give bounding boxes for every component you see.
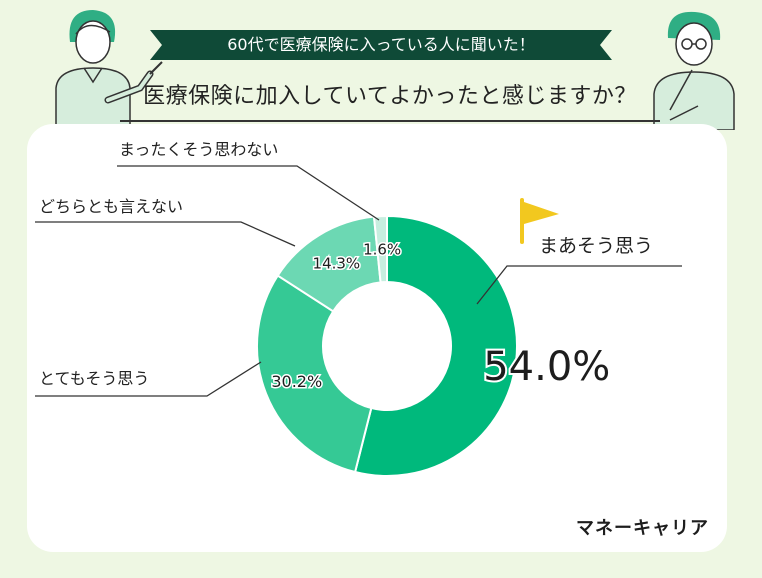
title-underline [120,120,660,122]
value-label-3: 1.6% [363,240,401,258]
value-label-0: 54.0% [483,344,610,390]
flag-icon [520,198,559,244]
donut-slice-3 [372,214,388,284]
donut-slice-0 [353,214,518,477]
leader-line-3 [117,165,380,221]
donut-slice-1 [256,274,373,474]
value-label-2: 14.3% [313,255,361,273]
category-label-0: まあそう思う [539,235,653,257]
leader-line-1 [35,361,262,397]
title-banner [150,30,612,60]
chart-labels: 54.0% まあそう思う 30.2% とてもそう思う 14.3% どちらとも言えない 1.6… [39,140,653,393]
question-title: 医療保険に加入していてよかったと感じますか？ [143,84,637,109]
category-label-2: どちらとも言えない [39,197,183,216]
leader-line-0 [476,265,682,305]
donut-chart: 54.0% まあそう思う 30.2% とてもそう思う 14.3% どちらとも言えない 1.6… [35,140,682,477]
donut-slices [256,214,518,477]
value-label-1: 30.2% [271,372,322,391]
leader-lines [35,165,682,397]
category-label-1: とてもそう思う [39,369,149,388]
leader-line-2 [35,221,296,247]
brand-logo: マネーキャリア [576,518,709,539]
category-label-3: まったくそう思わない [119,140,278,159]
thinking-man-illustration [653,11,735,130]
chart-card: 54.0% まあそう思う 30.2% とてもそう思う 14.3% どちらとも言えない 1.6… [27,124,727,552]
banner-text: 60代で医療保険に入っている人に聞いた！ [227,35,535,54]
male-nurse-illustration [55,10,163,125]
